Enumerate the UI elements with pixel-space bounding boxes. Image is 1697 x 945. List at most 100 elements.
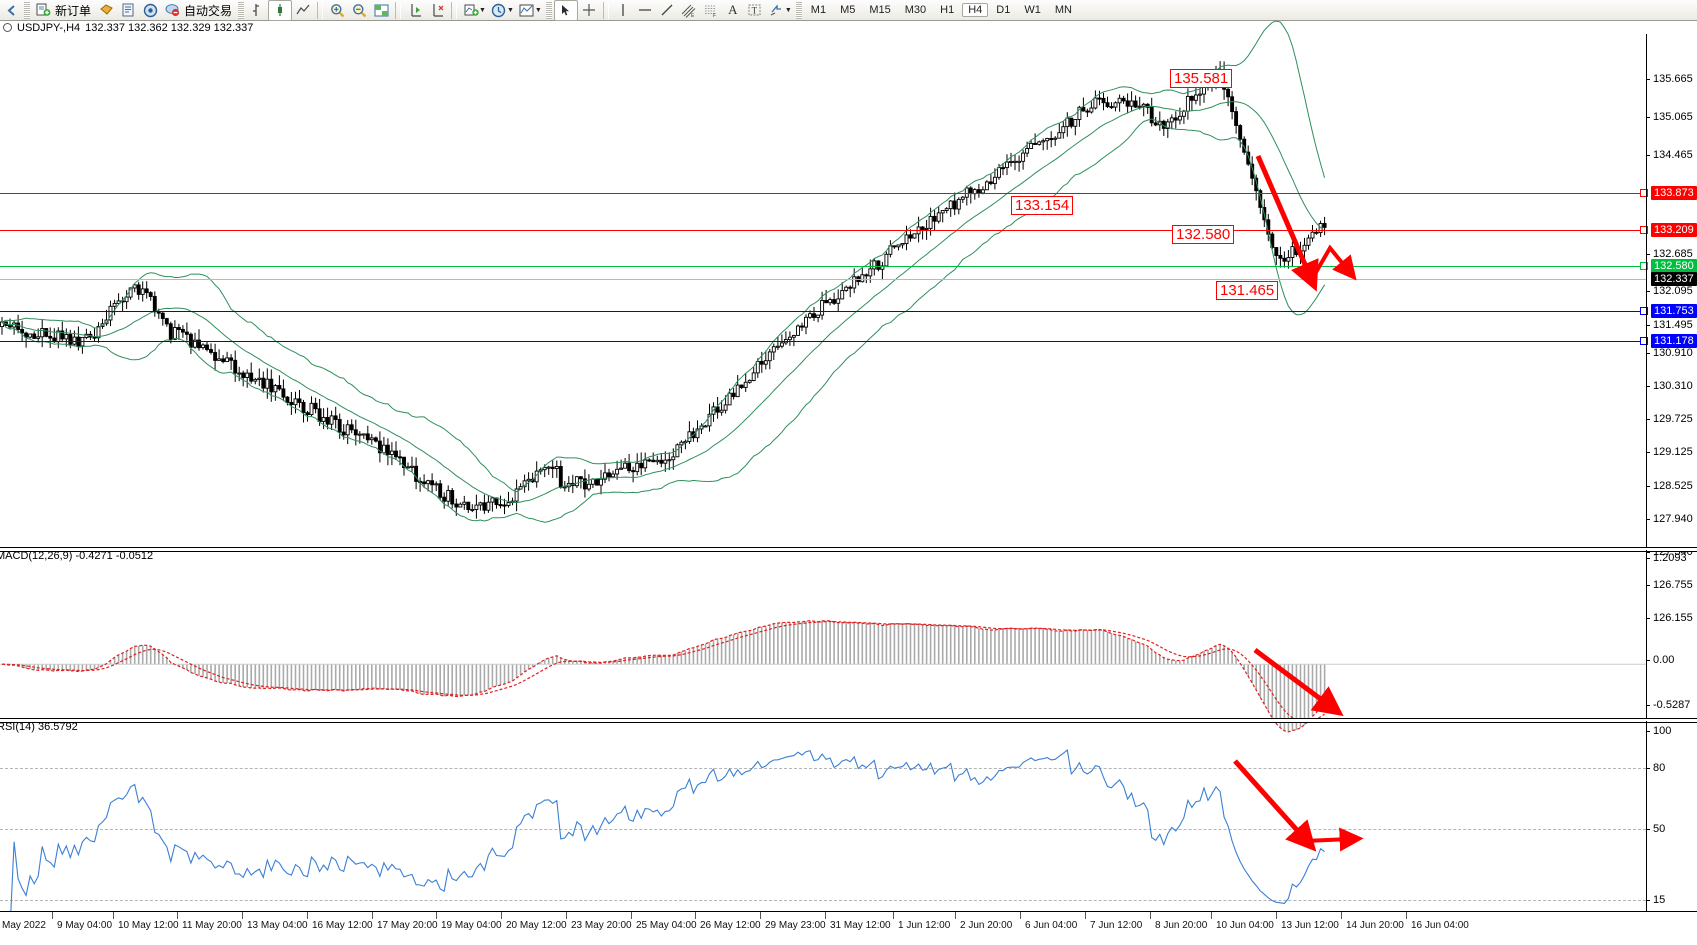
timeframe-d1[interactable]: D1 — [996, 4, 1011, 16]
time-label: 10 Jun 04:00 — [1216, 920, 1274, 931]
price-badge-132.580[interactable]: 132.580 — [1651, 259, 1697, 273]
price-line-handle[interactable] — [1640, 262, 1648, 270]
price-line-handle[interactable] — [1640, 226, 1648, 234]
line-chart-icon[interactable] — [292, 1, 314, 20]
toolbar-grip-3[interactable] — [545, 1, 552, 19]
templates-dropdown-icon[interactable]: ▼ — [534, 6, 542, 14]
period-dropdown-icon[interactable]: ▼ — [506, 6, 514, 14]
annotation-131.465[interactable]: 131.465 — [1216, 281, 1279, 300]
timeframe-m30[interactable]: M30 — [904, 4, 927, 16]
price-tick-label: 126.755 — [1653, 579, 1693, 591]
time-label: 7 Jun 12:00 — [1090, 920, 1143, 931]
timeframe-m1[interactable]: M1 — [810, 4, 827, 16]
toolbar-grip-4[interactable] — [795, 1, 802, 19]
zoom-out-icon[interactable] — [348, 1, 370, 20]
indicators-icon[interactable] — [460, 1, 482, 20]
new-order-label[interactable]: 新订单 — [55, 3, 92, 18]
time-label: 1 Jun 12:00 — [898, 920, 951, 931]
zoom-in-icon[interactable] — [326, 1, 348, 20]
pane-separator-rsi[interactable] — [0, 718, 1697, 723]
timeframe-m15[interactable]: M15 — [869, 4, 891, 16]
timeframe-m5[interactable]: M5 — [840, 4, 856, 16]
bar-chart-icon[interactable] — [246, 1, 268, 20]
data-window-icon[interactable] — [117, 1, 139, 20]
period-clock-icon[interactable] — [488, 1, 510, 20]
time-tick — [955, 912, 956, 919]
fibonacci-icon[interactable]: F — [700, 1, 722, 20]
expert-advisor-icon[interactable] — [95, 1, 117, 20]
crosshair-icon[interactable] — [578, 1, 600, 20]
price-badge-133.873[interactable]: 133.873 — [1651, 186, 1697, 200]
timeframe-w1[interactable]: W1 — [1024, 4, 1041, 16]
toolbar-grip-2[interactable] — [238, 1, 245, 19]
rsi-pane[interactable]: RSI(14) 36.5792 100 80 50 15 — [0, 721, 1697, 931]
templates-icon[interactable] — [516, 1, 538, 20]
time-label: 11 May 20:00 — [182, 920, 242, 931]
time-tick — [372, 912, 373, 919]
time-tick — [242, 912, 243, 919]
price-tick — [1646, 79, 1650, 80]
timeframe-mn[interactable]: MN — [1054, 4, 1072, 16]
annotation-132.580[interactable]: 132.580 — [1172, 225, 1235, 244]
time-tick — [1341, 912, 1342, 919]
vertical-line-icon[interactable] — [612, 1, 634, 20]
annotation-135.581[interactable]: 135.581 — [1170, 69, 1233, 88]
indicators-dropdown-icon[interactable]: ▼ — [479, 6, 486, 14]
autotrading-icon[interactable] — [161, 1, 183, 20]
price-line-133.209[interactable] — [0, 230, 1646, 231]
macd-tick-label: -0.5287 — [1653, 699, 1691, 711]
arrow-left-icon[interactable] — [0, 1, 22, 20]
pane-separator-macd[interactable] — [0, 547, 1697, 552]
timeframe-h1[interactable]: H1 — [940, 4, 955, 16]
price-badge-131.178[interactable]: 131.178 — [1651, 334, 1697, 348]
rsi-tick — [1646, 731, 1650, 732]
macd-scale[interactable]: 1.2093 0.00 -0.5287 — [1646, 550, 1697, 718]
rsi-level-15 — [0, 900, 1646, 901]
trendline-icon[interactable] — [656, 1, 678, 20]
price-badge-131.753[interactable]: 131.753 — [1651, 304, 1697, 318]
price-badge-132.337[interactable]: 132.337 — [1651, 272, 1697, 286]
timeframe-h4[interactable]: H4 — [962, 3, 989, 17]
navigator-icon[interactable] — [139, 1, 161, 20]
price-line-132.337[interactable] — [0, 279, 1646, 280]
new-order-icon[interactable] — [32, 1, 54, 20]
price-line-handle[interactable] — [1640, 189, 1648, 197]
time-tick — [1150, 912, 1151, 919]
horizontal-line-icon[interactable] — [634, 1, 656, 20]
chart-shift-icon[interactable] — [426, 1, 448, 20]
rsi-scale[interactable]: 100 80 50 15 — [1646, 721, 1697, 911]
time-label: 25 May 04:00 — [636, 920, 697, 931]
price-badge-133.209[interactable]: 133.209 — [1651, 223, 1697, 237]
text-tool-icon[interactable]: A — [722, 1, 744, 20]
price-pane[interactable]: 135.665 135.065 134.465 133.873 133.209 132.6… — [0, 20, 1697, 624]
autotrading-label[interactable]: 自动交易 — [184, 3, 233, 18]
macd-tick-label: 1.2093 — [1653, 552, 1687, 564]
price-line-handle[interactable] — [1640, 307, 1648, 315]
candlestick-chart-icon[interactable] — [268, 0, 293, 21]
macd-pane[interactable]: MACD(12,26,9) -0.4271 -0.0512 1.2093 0.00… — [0, 550, 1697, 733]
macd-tick — [1646, 705, 1650, 706]
arrows-tool-icon[interactable] — [766, 1, 788, 20]
cursor-icon[interactable] — [553, 0, 578, 21]
price-line-handle[interactable] — [1640, 337, 1648, 345]
chart-container[interactable]: 135.665 135.065 134.465 133.873 133.209 132.6… — [0, 20, 1697, 945]
price-scale[interactable]: 135.665 135.065 134.465 133.873 133.209 132.6… — [1646, 34, 1697, 624]
price-line-131.753[interactable] — [0, 311, 1646, 312]
time-axis[interactable]: May 2022 9 May 04:00 10 May 12:00 11 May 20… — [0, 911, 1697, 945]
equidistant-channel-icon[interactable]: E — [678, 1, 700, 20]
auto-scroll-icon[interactable] — [404, 1, 426, 20]
macd-tick — [1646, 558, 1650, 559]
time-label: 10 May 12:00 — [118, 920, 179, 931]
price-line-131.178[interactable] — [0, 341, 1646, 342]
arrows-dropdown-icon[interactable]: ▼ — [784, 6, 792, 14]
toolbar-grip[interactable] — [24, 1, 30, 19]
annotation-133.154[interactable]: 133.154 — [1011, 196, 1074, 215]
time-tick — [631, 912, 632, 919]
label-tool-icon[interactable]: T — [744, 1, 766, 20]
price-line-133.873[interactable] — [0, 193, 1646, 194]
rsi-tick-label: 15 — [1653, 894, 1666, 906]
price-line-132.580[interactable] — [0, 266, 1646, 267]
tile-windows-icon[interactable] — [370, 1, 392, 20]
price-tick — [1646, 585, 1650, 586]
time-label: 13 May 04:00 — [247, 920, 308, 931]
